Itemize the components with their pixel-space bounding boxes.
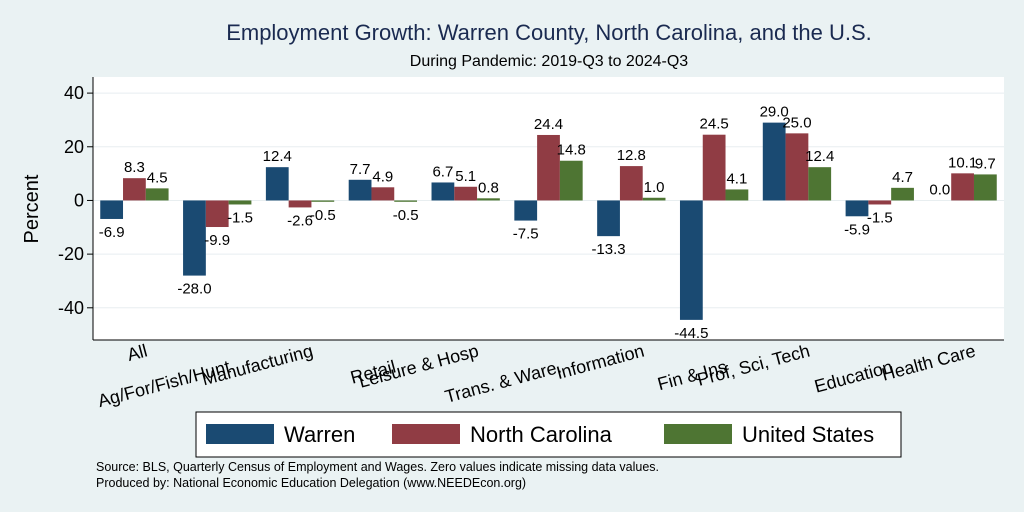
bar-united-states-fin-ins [725,189,749,201]
data-label: 24.4 [534,116,563,133]
data-label: -1.5 [227,209,253,226]
y-axis-label: Percent [21,174,43,243]
data-label: 5.1 [455,168,476,185]
bar-north-carolina-education [868,200,892,205]
bar-north-carolina-leisure-hosp [454,186,478,201]
data-label: 9.7 [975,155,996,172]
data-label: -5.9 [844,221,870,238]
legend-swatch-north-carolina [392,424,460,444]
bar-north-carolina-prof-sci-tech [785,133,809,201]
data-label: 12.4 [263,148,292,165]
data-label: -0.5 [310,207,336,224]
data-label: 4.9 [372,168,393,185]
data-label: -1.5 [867,209,893,226]
legend-box [195,411,902,458]
data-label: 0.0 [929,181,950,198]
bar-warren-retail [348,179,372,201]
legend-label-north-carolina: North Carolina [470,422,613,447]
bar-north-carolina-all [123,178,146,201]
bar-north-carolina-manufacturing [288,200,312,208]
bar-north-carolina-fin-ins [702,134,726,201]
data-label: 6.7 [432,163,453,180]
bar-warren-leisure-hosp [431,182,455,201]
bar-united-states-prof-sci-tech [808,167,832,201]
chart-subtitle: During Pandemic: 2019-Q3 to 2024-Q3 [410,53,688,70]
source-note: Source: BLS, Quarterly Census of Employm… [96,460,659,474]
data-label: 25.0 [782,114,811,131]
bar-warren-trans-ware [514,200,538,221]
bar-warren-ag-for-fish-hunt [183,200,206,276]
data-label: 8.3 [124,159,145,176]
x-tick-label-prof-sci-tech: Prof, Sci, Tech [695,341,812,390]
bar-warren-education [845,200,869,217]
x-tick-label-manufacturing: Manufacturing [200,341,315,390]
data-label: 4.5 [147,169,168,186]
data-label: -44.5 [674,325,708,342]
bar-united-states-trans-ware [559,160,583,201]
bar-warren-prof-sci-tech [762,122,786,201]
bar-united-states-health-care [973,174,997,201]
data-label: -0.5 [393,207,419,224]
x-tick-label-health-care: Health Care [880,341,978,385]
bar-warren-fin-ins [679,200,703,320]
data-label: 10.1 [948,154,977,171]
bar-north-carolina-trans-ware [537,134,560,201]
bar-north-carolina-retail [371,187,395,201]
bar-united-states-manufacturing [311,200,335,202]
y-tick-label: 0 [74,190,84,210]
legend-label-united-states: United States [742,422,874,447]
data-label: -2.6 [287,212,313,229]
bar-warren-all [100,200,124,219]
bar-warren-manufacturing [265,167,289,201]
bar-united-states-all [145,188,169,201]
bar-warren-information [597,200,620,237]
bar-united-states-retail [394,200,418,202]
data-label: 29.0 [760,104,789,121]
legend-swatch-warren [206,424,274,444]
data-label: 4.7 [892,169,913,186]
x-tick-label-all: All [125,341,150,365]
data-label: 0.8 [478,179,499,196]
data-label: 4.1 [726,170,747,187]
data-label: 12.4 [805,148,834,165]
data-label: -6.9 [99,224,125,241]
y-tick-label: 40 [64,83,84,103]
y-tick-label: 20 [64,137,84,157]
bar-north-carolina-information [619,166,643,201]
bar-north-carolina-ag-for-fish-hunt [205,200,229,228]
legend-swatch-united-states [664,424,732,444]
x-tick-label-information: Information [554,341,646,384]
y-tick-label: -20 [58,244,84,264]
legend-label-warren: Warren [284,422,355,447]
y-tick-label: -40 [58,298,84,318]
data-label: 7.7 [350,161,371,178]
bar-united-states-ag-for-fish-hunt [228,200,252,205]
producer-note: Produced by: National Economic Education… [96,476,526,490]
data-label: 1.0 [644,179,665,196]
data-label: -13.3 [591,241,625,258]
data-label: -28.0 [177,281,211,298]
data-label: -7.5 [513,226,539,243]
data-label: 24.5 [700,116,729,133]
bar-united-states-information [642,197,666,201]
bar-united-states-leisure-hosp [477,198,500,201]
bar-north-carolina-health-care [951,173,974,201]
data-label: -9.9 [204,232,230,249]
bar-united-states-education [891,187,914,201]
data-label: 12.8 [617,147,646,164]
chart-title: Employment Growth: Warren County, North … [226,20,872,45]
data-label: 14.8 [557,142,586,159]
